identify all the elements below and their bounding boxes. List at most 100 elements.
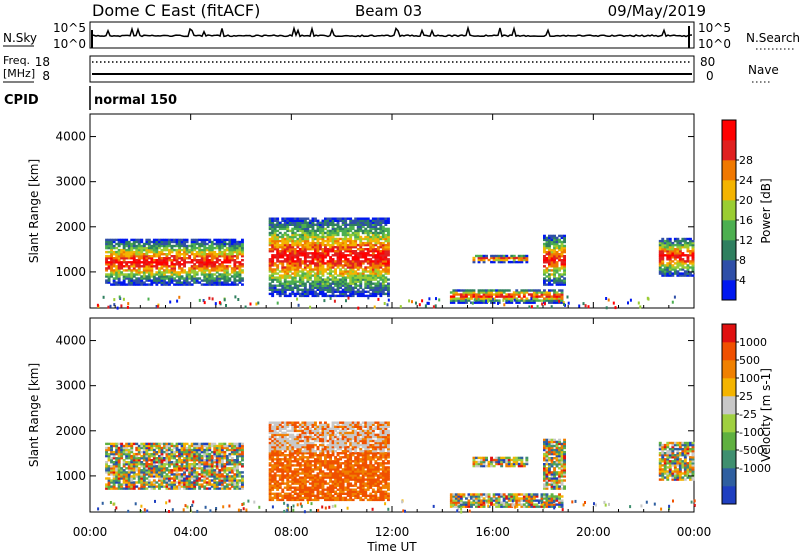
velocity-echo-cell: [173, 457, 176, 460]
power-echo-cell: [381, 248, 385, 251]
power-echo-cell: [361, 219, 365, 222]
power-echo-cell: [145, 271, 149, 274]
velocity-echo-cell: [223, 463, 227, 466]
power-echo-cell: [321, 223, 325, 226]
power-echo-cell: [225, 253, 229, 256]
velocity-echo-cell: [198, 448, 202, 452]
velocity-echo-cell: [230, 444, 234, 448]
power-echo-cell: [371, 239, 375, 243]
power-echo-cell: [311, 235, 315, 239]
power-scatter-cell: [558, 299, 561, 303]
power-echo-cell: [550, 234, 554, 238]
power-echo-cell: [236, 257, 239, 260]
power-echo-cell: [301, 229, 305, 233]
velocity-echo-cell: [301, 486, 305, 489]
power-scatter-cell: [147, 297, 150, 301]
power-echo-cell: [158, 279, 161, 282]
power-echo-cell: [150, 273, 154, 276]
velocity-echo-cell: [112, 463, 116, 466]
power-echo-cell: [319, 278, 322, 281]
power-echo-cell: [271, 288, 275, 291]
power-echo-cell: [183, 265, 186, 268]
velocity-echo-cell: [281, 482, 285, 485]
freq-label-1: Freq.: [3, 54, 30, 67]
power-echo-cell: [238, 269, 242, 272]
velocity-echo-cell: [276, 458, 280, 461]
power-echo-cell: [364, 223, 368, 226]
power-echo-cell: [115, 242, 119, 246]
velocity-echo-cell: [188, 479, 192, 482]
velocity-echo-cell: [281, 435, 285, 439]
power-echo-cell: [563, 244, 566, 248]
velocity-echo-cell: [107, 473, 111, 476]
velocity-echo-cell: [301, 445, 305, 449]
power-echo-cell: [286, 254, 290, 257]
power-echo-cell: [326, 266, 330, 269]
power-echo-cell: [683, 272, 687, 275]
power-echo-cell: [550, 253, 554, 256]
velocity-echo-cell: [150, 481, 154, 484]
velocity-echo-cell: [117, 467, 121, 470]
power-echo-cell: [155, 238, 159, 242]
power-echo-cell: [351, 262, 355, 265]
power-echo-cell: [341, 219, 345, 222]
power-echo-cell: [180, 267, 184, 270]
velocity-echo-cell: [241, 475, 244, 478]
velocity-echo-cell: [195, 477, 199, 480]
power-echo-cell: [517, 299, 521, 302]
power-echo-cell: [165, 259, 169, 262]
power-echo-cell: [543, 242, 546, 246]
power-echo-cell: [286, 284, 290, 287]
power-echo-cell: [492, 258, 496, 262]
power-echo-cell: [130, 263, 134, 266]
power-echo-cell: [384, 280, 388, 283]
power-echo-cell: [563, 277, 566, 280]
velocity-echo-cell: [188, 483, 192, 486]
velocity-echo-cell: [125, 487, 129, 490]
power-echo-cell: [316, 235, 320, 239]
power-echo-cell: [379, 225, 383, 229]
power-echo-cell: [371, 223, 375, 226]
velocity-echo-cell: [286, 462, 290, 465]
velocity-echo-cell: [210, 465, 214, 468]
power-echo-cell: [193, 246, 197, 250]
power-echo-cell: [351, 252, 355, 255]
power-echo-cell: [349, 235, 353, 239]
power-echo-cell: [276, 266, 280, 269]
power-echo-cell: [105, 246, 108, 250]
power-echo-cell: [364, 286, 368, 289]
power-echo-cell: [545, 238, 549, 242]
velocity-echo-cell: [220, 450, 224, 454]
power-echo-cell: [175, 279, 179, 282]
power-scatter-cell: [536, 305, 539, 309]
velocity-echo-cell: [158, 479, 161, 482]
velocity-echo-cell: [193, 475, 197, 478]
velocity-echo-cell: [271, 458, 275, 461]
power-echo-cell: [132, 255, 136, 258]
power-echo-cell: [314, 246, 317, 249]
freq-tick-8: 8: [42, 69, 50, 83]
velocity-echo-cell: [298, 488, 302, 491]
velocity-echo-cell: [142, 442, 146, 446]
power-echo-cell: [387, 246, 390, 249]
power-echo-cell: [379, 264, 383, 267]
power-echo-cell: [366, 290, 370, 293]
power-scatter-cell: [578, 304, 581, 308]
power-echo-cell: [303, 237, 307, 241]
velocity-echo-cell: [142, 485, 146, 488]
power-echo-cell: [303, 250, 307, 253]
velocity-echo-cell: [140, 444, 144, 448]
velocity-echo-cell: [283, 464, 287, 467]
power-echo-cell: [268, 274, 272, 277]
velocity-echo-cell: [137, 448, 141, 452]
power-echo-cell: [384, 272, 388, 275]
velocity-echo-cell: [115, 479, 119, 482]
power-echo-cell: [351, 264, 355, 267]
power-echo-cell: [555, 238, 559, 242]
power-echo-cell: [550, 240, 554, 244]
power-echo-cell: [150, 271, 154, 274]
power-echo-cell: [112, 253, 116, 256]
power-echo-cell: [361, 290, 365, 293]
velocity-echo-cell: [173, 465, 176, 468]
power-echo-cell: [452, 293, 456, 296]
